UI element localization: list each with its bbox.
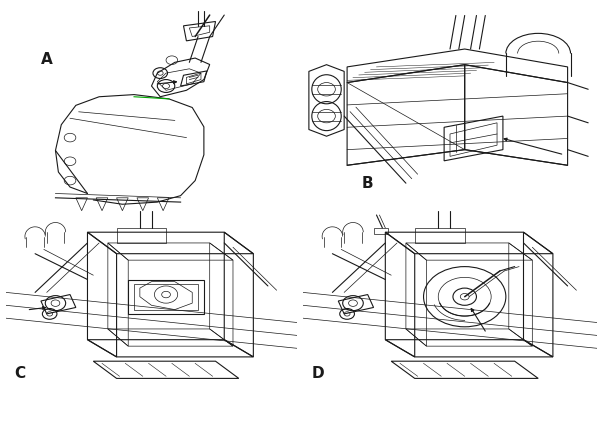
Text: A: A <box>41 52 53 68</box>
Text: D: D <box>312 366 325 381</box>
Text: C: C <box>15 366 26 381</box>
Text: B: B <box>362 175 373 190</box>
